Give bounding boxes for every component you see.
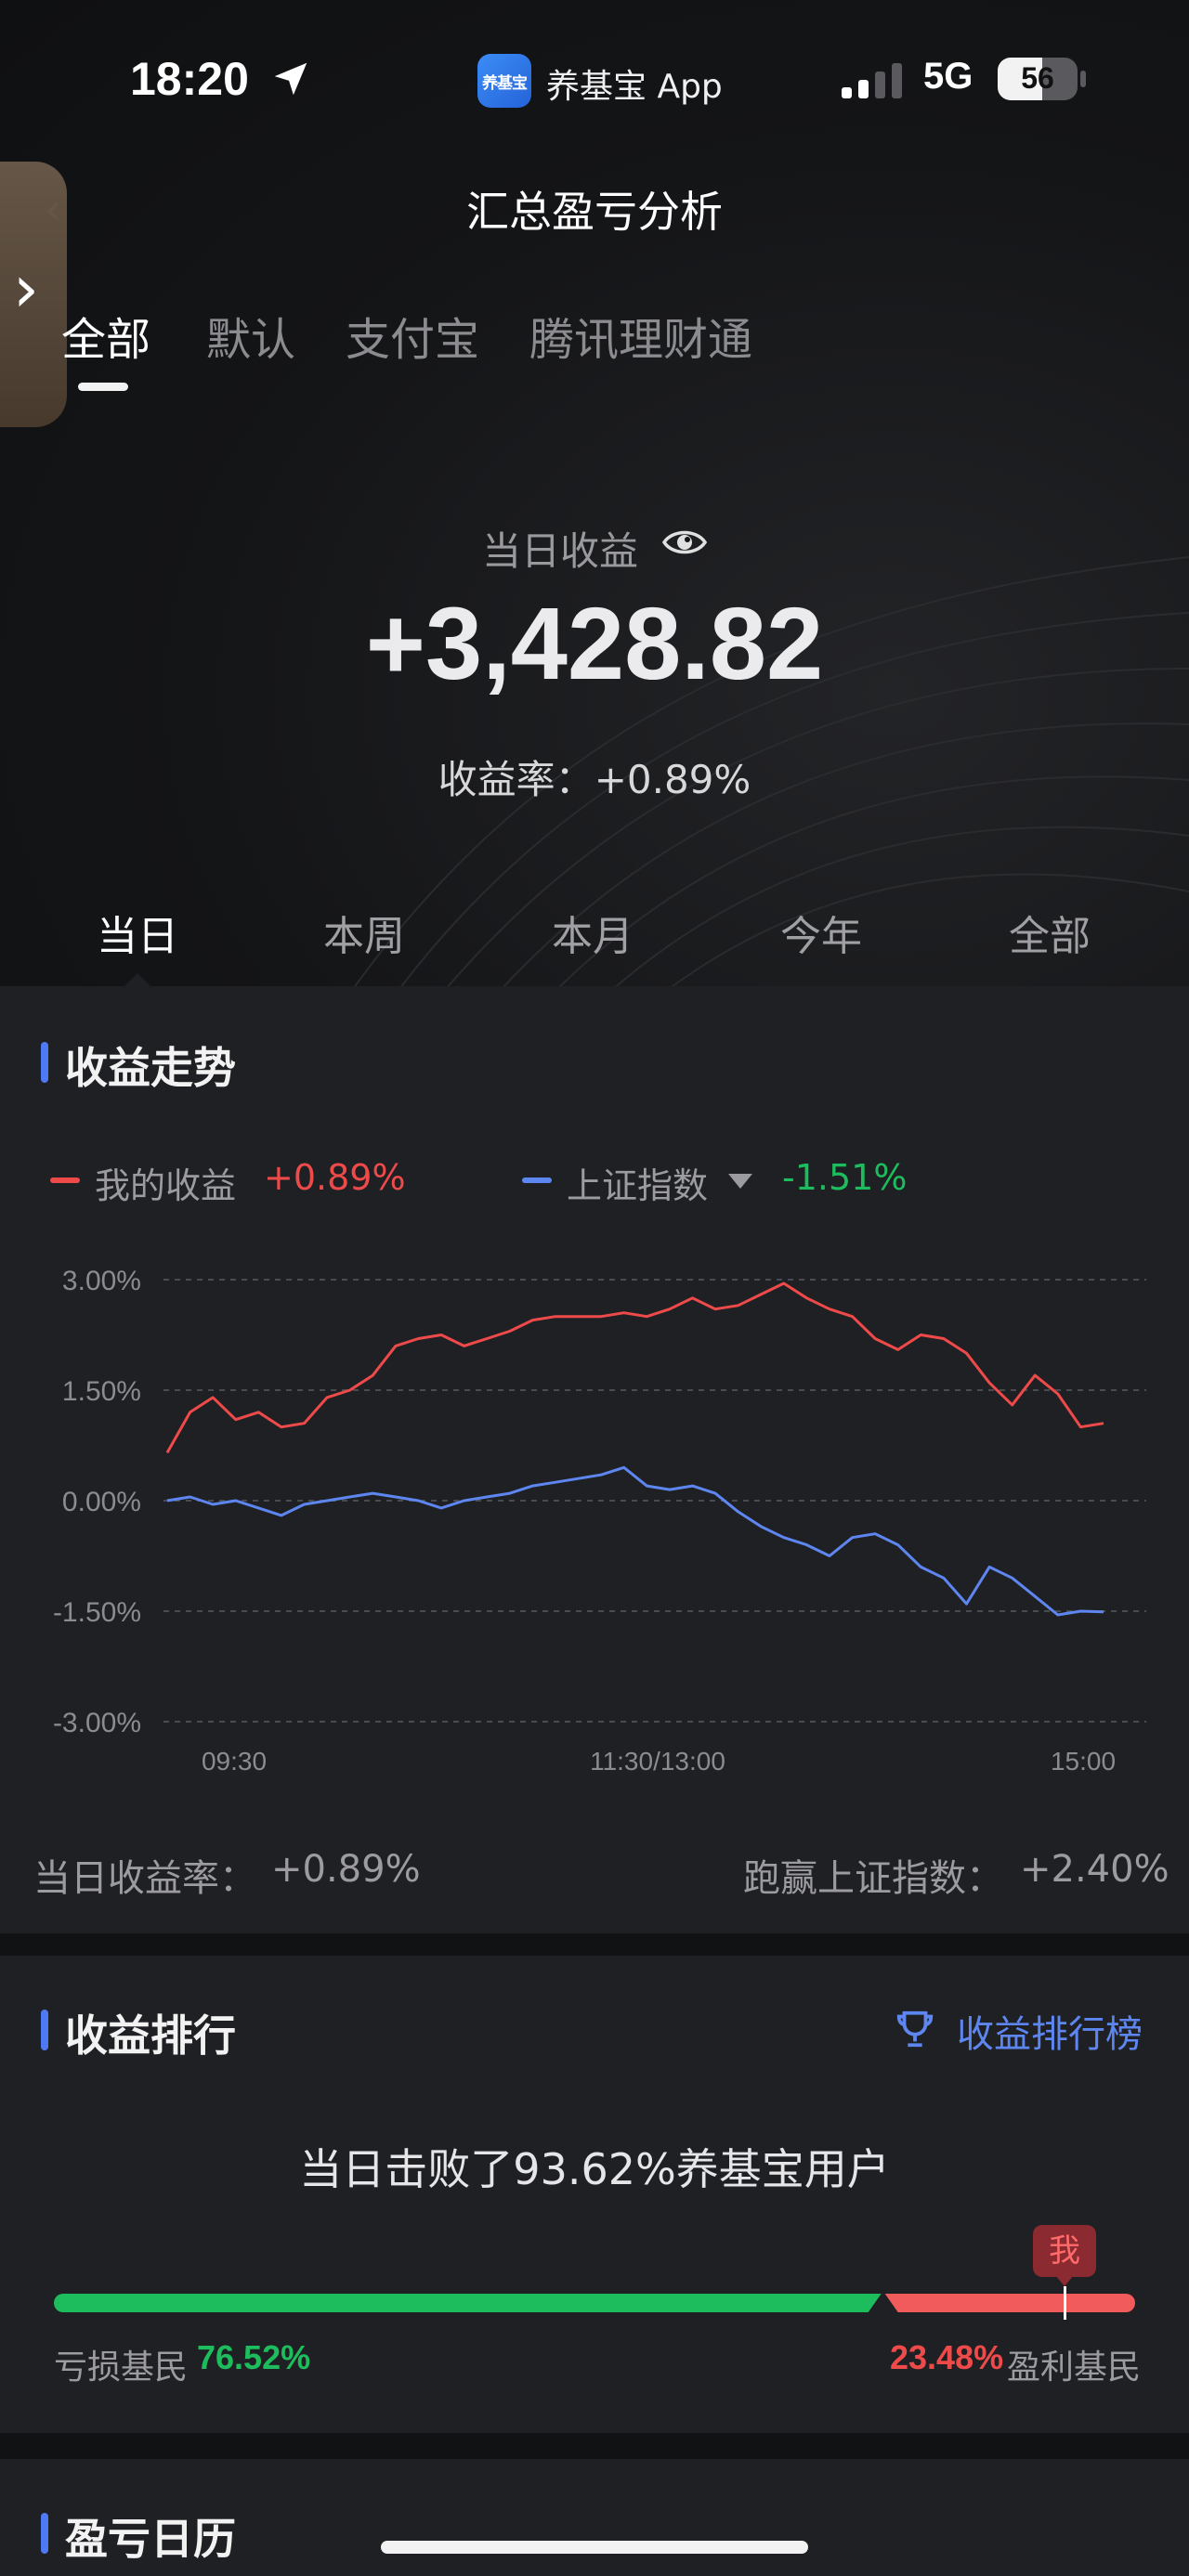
me-marker-tip [1055,2275,1074,2286]
series-line-my-profit [165,1281,1104,1454]
tab-all[interactable]: 全部 [61,314,151,366]
profit-distribution-bar [54,2294,1135,2312]
legend-index-value: -1.51% [782,1157,908,1198]
ranking-card: 收益排行 [0,1956,1189,2433]
eye-icon[interactable] [661,524,708,561]
profit-trend-chart: 3.00% 1.50% 0.00% -1.50% -3.00% 09:30 11:30/13… [53,1266,1146,1776]
period-tab-week[interactable]: 本周 [323,913,405,960]
period-tab-month[interactable]: 本月 [552,913,634,960]
x-tick-label: 11:30/13:00 [590,1747,725,1776]
battery-cap [1080,71,1086,87]
status-bar: 18:20 养基宝 养基宝 App 5G 56 [0,0,1189,158]
daily-profit-label: 当日收益 [0,520,1189,577]
profit-segment [884,2294,1135,2312]
ranking-card-title: 收益排行 [65,2010,236,2061]
series-line-index [166,1465,1104,1617]
back-to-app-label[interactable]: 养基宝 App [546,68,723,106]
decorative-waves [352,556,1189,989]
page-title: 汇总盈亏分析 [466,187,723,237]
period-indicator [124,973,150,986]
active-tab-indicator [78,383,128,391]
footer-daily-rate-value: +0.89% [271,1848,421,1891]
side-drawer-handle[interactable] [0,162,67,427]
battery-fill [998,58,1043,100]
footer-beat-index-value: +2.40% [1020,1848,1169,1891]
section-accent-bar [41,2513,48,2554]
beat-users-text: 当日击败了93.62%养基宝用户 [299,2144,890,2194]
trophy-icon[interactable] [894,2008,936,2050]
location-arrow-icon [274,62,307,96]
trend-card-title: 收益走势 [65,1043,236,1093]
battery-level: 56 [1021,61,1054,95]
footer-daily-rate-label: 当日收益率： [33,1857,256,1900]
caret-down-icon[interactable] [726,1172,754,1190]
home-indicator[interactable] [381,2541,808,2554]
x-tick-label: 09:30 [202,1747,267,1776]
trend-card: 收益走势 我的收益 +0.89% 上证指数 -1.51% 当日收益率： +0.8… [0,986,1189,1933]
y-tick-label: 1.50% [62,1376,141,1407]
profit-rate-value: +0.89% [594,757,751,802]
y-tick-label: 3.00% [62,1266,141,1296]
y-tick-label: -3.00% [53,1708,141,1738]
footer-beat-index-label: 跑赢上证指数： [743,1857,1003,1900]
legend-my-profit-label: 我的收益 [95,1165,237,1206]
legend-my-profit-value: +0.89% [264,1157,406,1198]
daily-profit-label-text: 当日收益 [481,528,638,574]
legend-swatch-index [522,1177,552,1183]
period-tab-day[interactable]: 当日 [97,913,178,960]
calendar-card-title: 盈亏日历 [65,2514,236,2564]
loss-segment [54,2294,882,2312]
loss-users-value: 76.52% [197,2338,311,2376]
me-marker: 我 [1033,2225,1096,2277]
account-tabs: 全部 默认 支付宝 腾讯理财通 [0,303,1189,386]
period-tab-year[interactable]: 今年 [780,913,862,960]
tab-tencent-licaitong[interactable]: 腾讯理财通 [529,314,753,366]
network-type: 5G [923,56,973,97]
period-tabs: 当日 本周 本月 今年 全部 [0,903,1189,968]
profit-users-label: 盈利基民 [1007,2348,1142,2387]
section-accent-bar [41,2010,48,2050]
legend-index-label[interactable]: 上证指数 [567,1165,709,1206]
legend-swatch-my-profit [50,1177,80,1183]
x-tick-label: 15:00 [1051,1747,1116,1776]
profit-rate-line: 收益率：+0.89% [0,748,1189,805]
signal-bars-icon [842,63,902,98]
period-tab-all[interactable]: 全部 [1009,913,1091,960]
profit-rate-label: 收益率： [438,757,594,802]
section-accent-bar [41,1042,48,1083]
tab-alipay[interactable]: 支付宝 [346,314,480,366]
profit-users-value: 23.48% [890,2338,1004,2376]
calendar-card: 盈亏日历 [0,2459,1189,2576]
daily-profit-value: +3,428.82 [365,587,824,701]
loss-users-label: 亏损基民 [54,2348,189,2387]
tab-default[interactable]: 默认 [206,314,296,366]
me-position-line [1064,2286,1066,2320]
app-badge-icon[interactable]: 养基宝 [477,54,531,108]
y-tick-label: -1.50% [53,1597,141,1628]
battery-icon: 56 [998,58,1078,100]
ranking-list-link[interactable]: 收益排行榜 [957,2013,1143,2056]
y-tick-label: 0.00% [62,1487,141,1517]
chevron-right-icon[interactable]: › [13,251,39,327]
hero-background [0,0,1189,989]
status-time: 18:20 [130,53,249,105]
